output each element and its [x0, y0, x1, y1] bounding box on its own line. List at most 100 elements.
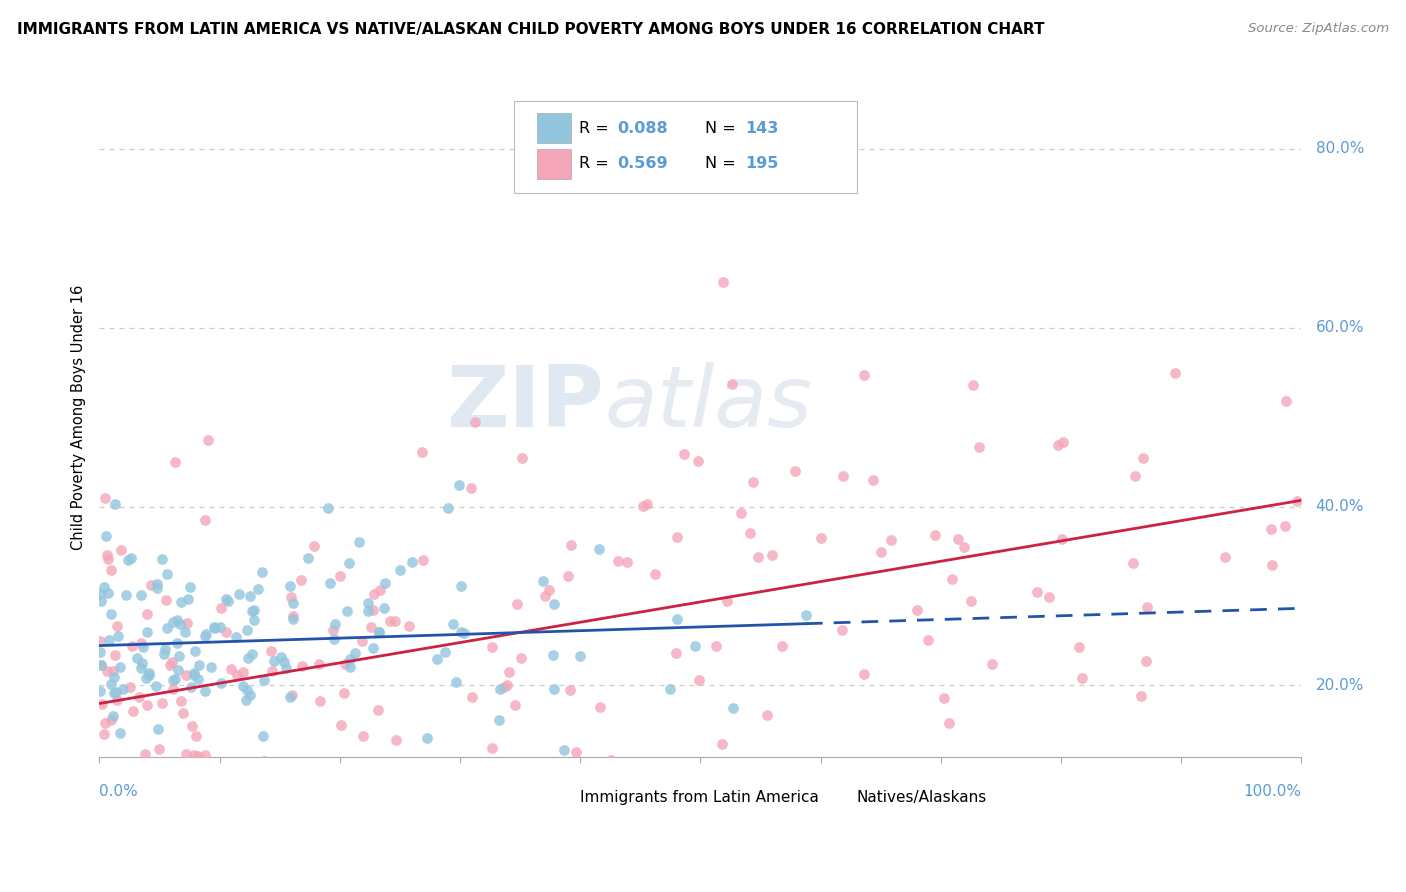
Point [103, 768, 125, 782]
Point [853, 368, 876, 383]
Point [281, 612, 304, 626]
Point [209, 676, 232, 690]
Point [1038, 590, 1060, 604]
Point [416, 731, 439, 746]
Point [291, 659, 314, 673]
Point [363, 586, 385, 600]
Point [173, 624, 195, 639]
FancyBboxPatch shape [537, 113, 571, 144]
Point [104, 685, 127, 699]
Point [214, 768, 236, 782]
Point [412, 768, 434, 782]
Point [946, 532, 969, 546]
Point [209, 620, 232, 634]
Point [509, 651, 531, 665]
Point [730, 506, 752, 520]
Point [557, 569, 579, 583]
Point [247, 768, 270, 782]
Point [938, 716, 960, 731]
Point [127, 651, 149, 665]
Point [1213, 549, 1236, 564]
Point [831, 623, 853, 637]
Point [183, 668, 205, 682]
Point [738, 526, 761, 541]
Point [339, 557, 361, 571]
Point [100, 563, 122, 577]
Point [225, 630, 247, 644]
Point [862, 473, 884, 487]
Point [252, 729, 274, 743]
Text: 195: 195 [745, 156, 778, 171]
Point [131, 657, 153, 671]
Point [93, 491, 115, 506]
Point [250, 565, 273, 579]
Point [231, 665, 253, 679]
Point [246, 582, 269, 597]
Point [152, 759, 174, 773]
Point [333, 685, 356, 699]
Point [321, 768, 343, 782]
Point [89, 684, 111, 698]
Point [401, 555, 423, 569]
Point [541, 648, 564, 662]
Point [104, 768, 127, 782]
Point [388, 563, 411, 577]
Point [967, 440, 990, 454]
Point [188, 658, 211, 673]
Point [89, 633, 111, 648]
Point [235, 693, 257, 707]
Point [136, 768, 159, 782]
Point [1122, 556, 1144, 570]
Point [138, 665, 160, 680]
Point [932, 691, 955, 706]
Point [236, 651, 259, 665]
Point [688, 673, 710, 688]
Point [953, 541, 976, 555]
Point [498, 665, 520, 680]
Point [89, 658, 111, 673]
Point [441, 616, 464, 631]
Point [917, 633, 939, 648]
Point [183, 747, 205, 762]
Point [160, 655, 183, 669]
Point [100, 607, 122, 621]
Point [107, 629, 129, 643]
Point [204, 620, 226, 634]
Point [713, 275, 735, 289]
Point [323, 756, 346, 771]
Point [319, 576, 342, 591]
Point [174, 747, 197, 761]
Point [450, 625, 472, 640]
Point [599, 753, 621, 767]
Point [523, 768, 546, 782]
Point [481, 741, 503, 756]
Point [1052, 434, 1074, 449]
Point [226, 668, 249, 682]
Point [278, 690, 301, 704]
Point [658, 682, 681, 697]
Point [239, 688, 262, 702]
Point [91, 786, 114, 800]
Point [172, 706, 194, 720]
Point [253, 754, 276, 768]
Point [170, 694, 193, 708]
Point [721, 377, 744, 392]
Point [481, 640, 503, 654]
Point [159, 657, 181, 672]
Point [91, 697, 114, 711]
Point [1132, 451, 1154, 466]
Point [91, 771, 114, 785]
Point [631, 500, 654, 514]
Point [852, 667, 875, 681]
Point [374, 576, 396, 591]
Point [243, 602, 266, 616]
Point [644, 566, 666, 581]
Point [100, 677, 122, 691]
Point [179, 580, 201, 594]
Point [302, 539, 325, 553]
Point [308, 657, 330, 672]
Point [880, 533, 903, 547]
Point [280, 590, 302, 604]
Point [683, 639, 706, 653]
Point [153, 647, 176, 661]
